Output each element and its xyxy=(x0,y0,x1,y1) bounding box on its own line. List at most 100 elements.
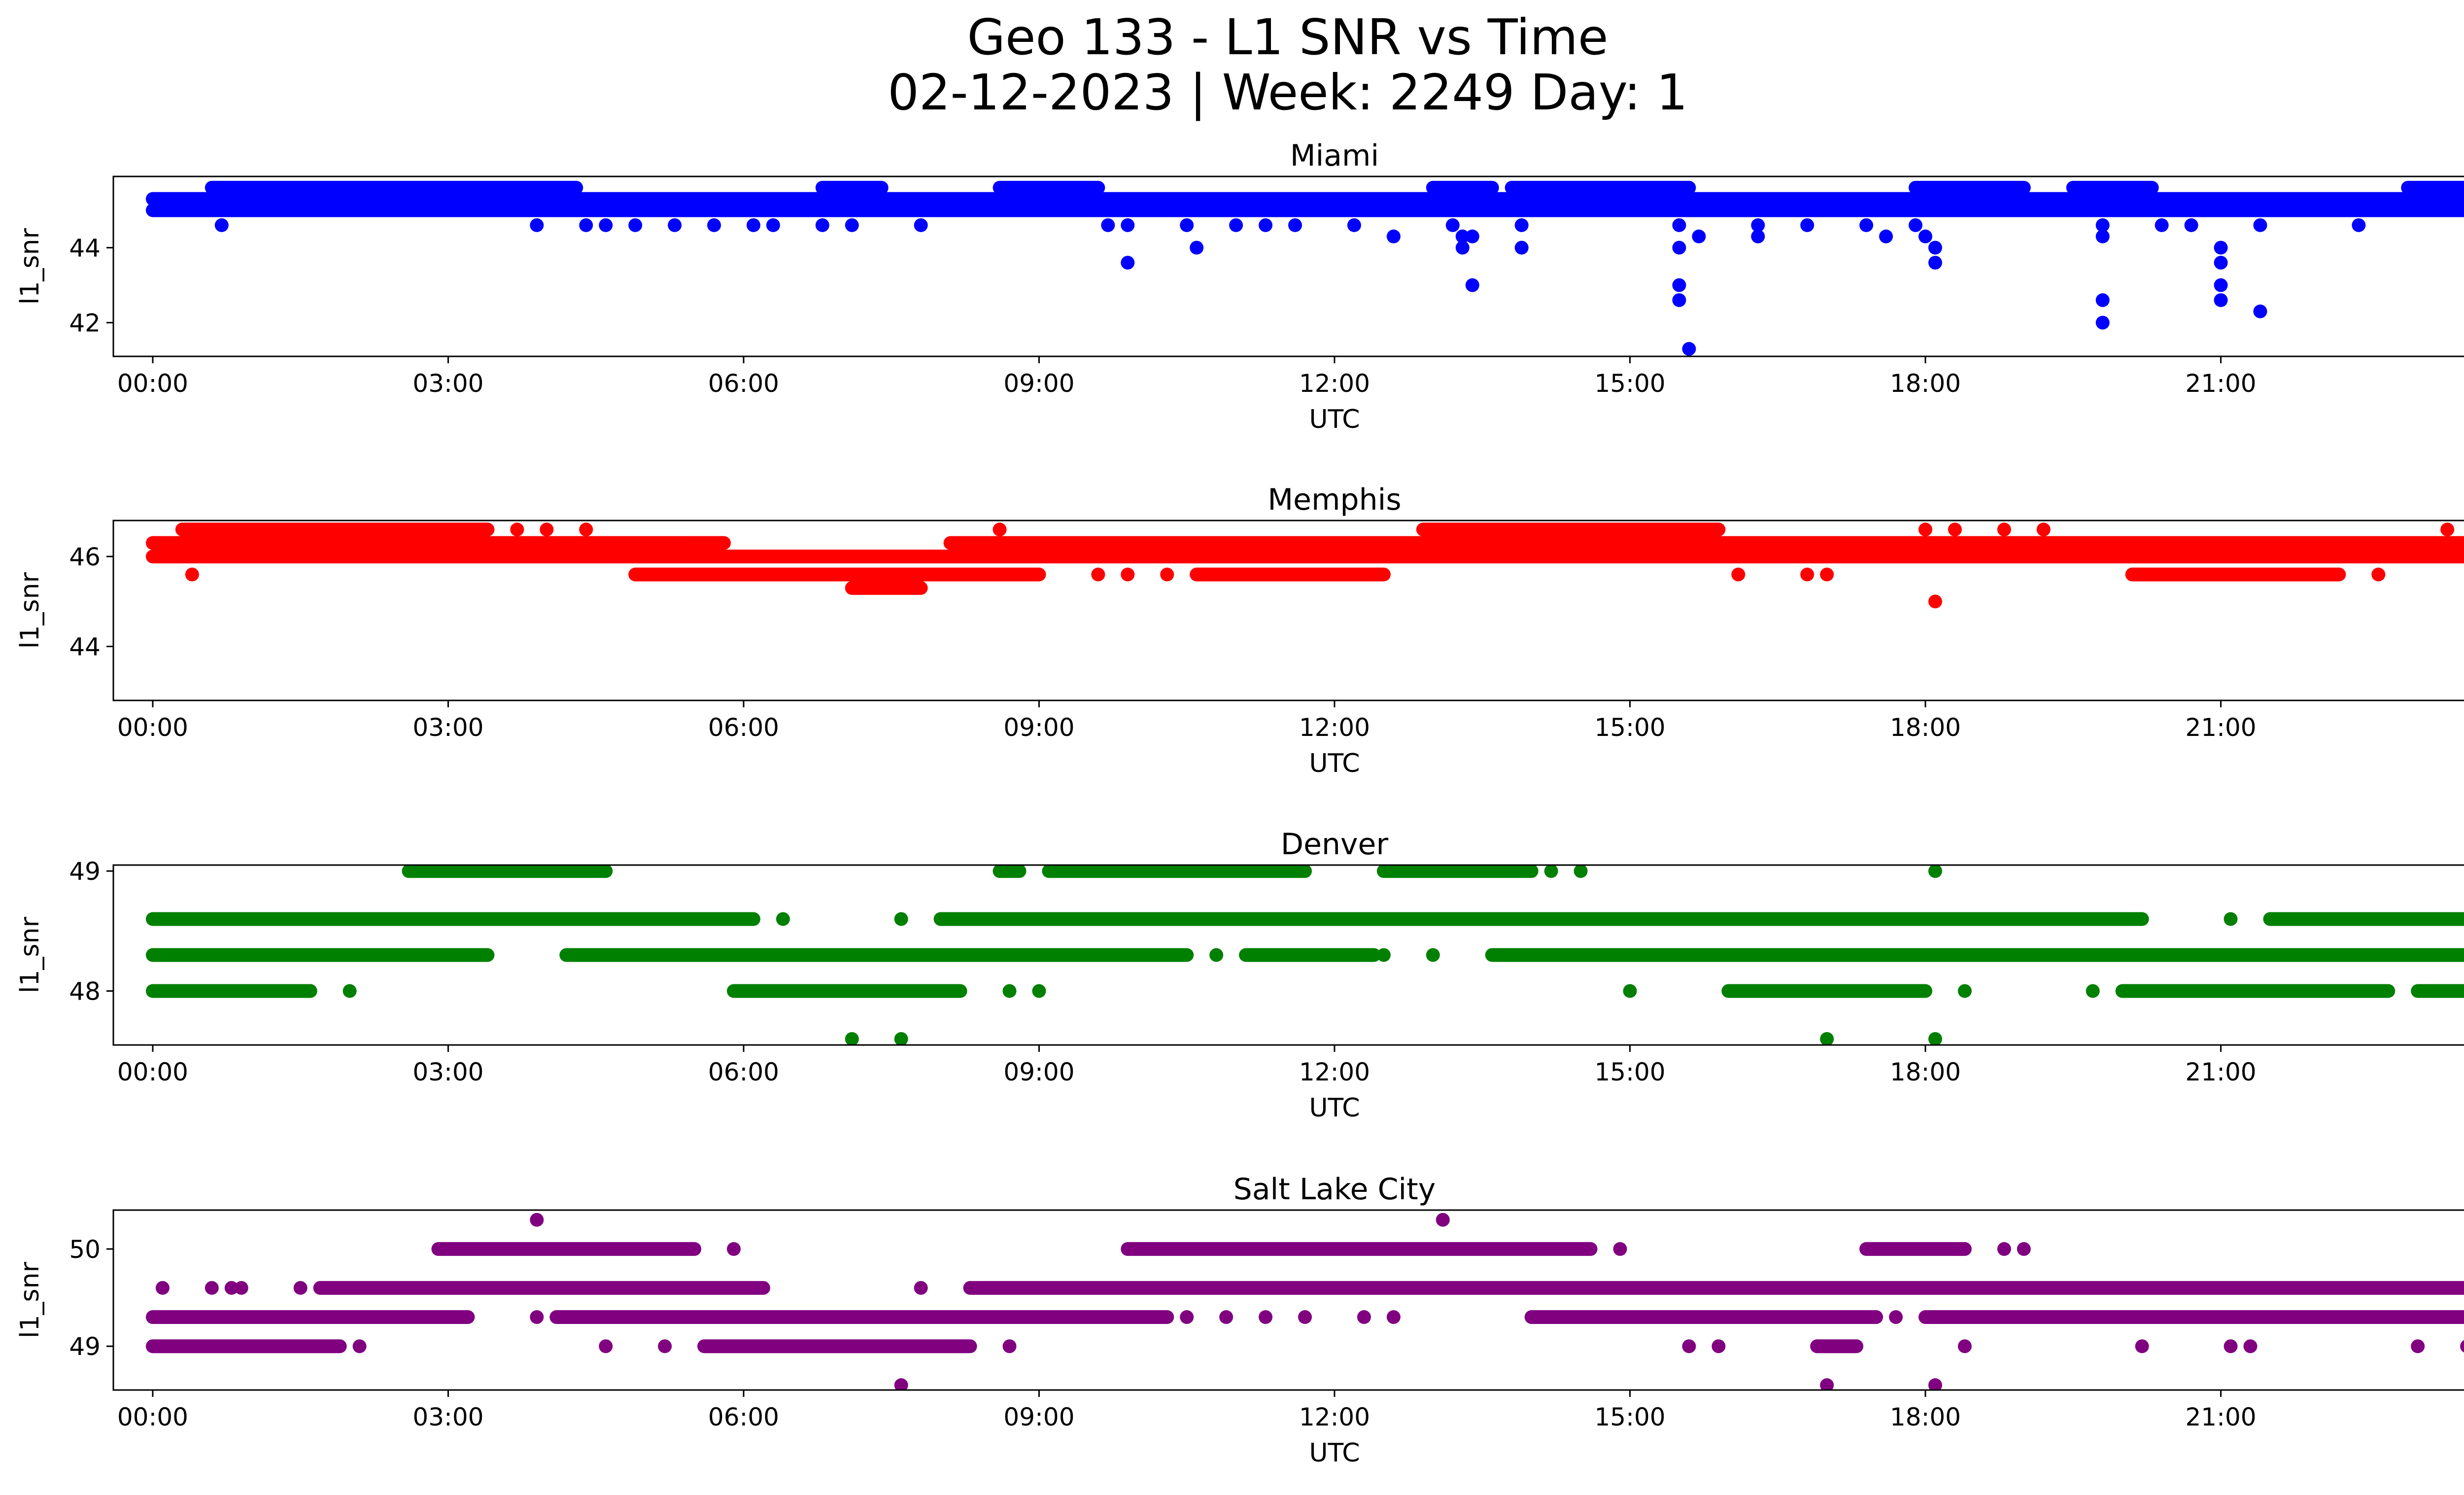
x-tick-label-miami-2: 06:00 xyxy=(708,369,779,398)
data-point-memphis-6 xyxy=(1121,567,1135,582)
subplot-denver: Denver 00:00 03:00 06:00 09:00 12:00 15:00 18:0… xyxy=(15,827,2464,1123)
data-point-salt-lake-city-3 xyxy=(234,1281,248,1295)
data-point-salt-lake-city-34 xyxy=(2460,1340,2464,1353)
data-point-miami-8 xyxy=(707,218,721,232)
subplots-container: Miami 00:00 03:00 06:00 09:00 12:00 15:00 18:00… xyxy=(15,139,2464,1468)
x-axis-label-miami: UTC xyxy=(1309,405,1360,434)
x-tick-label-salt-lake-city-2: 06:00 xyxy=(708,1403,779,1431)
data-point-miami-13 xyxy=(914,218,928,232)
data-point-miami-26 xyxy=(1455,241,1470,255)
data-point-denver-2 xyxy=(776,912,790,926)
data-point-miami-52 xyxy=(2214,241,2228,255)
x-tick-label-salt-lake-city-3: 09:00 xyxy=(1003,1403,1074,1431)
data-point-memphis-5 xyxy=(1091,567,1105,582)
data-point-miami-37 xyxy=(1751,218,1765,232)
data-point-memphis-2 xyxy=(540,522,554,537)
data-point-denver-9 xyxy=(1376,948,1391,962)
data-point-salt-lake-city-14 xyxy=(1180,1310,1194,1324)
series-points-denver xyxy=(145,865,2464,1045)
x-tick-label-salt-lake-city-4: 12:00 xyxy=(1299,1403,1370,1431)
data-point-miami-30 xyxy=(1514,241,1529,255)
figure-title-line1: Geo 133 - L1 SNR vs Time xyxy=(967,8,1608,66)
x-tick-label-denver-0: 00:00 xyxy=(117,1058,188,1086)
data-point-salt-lake-city-27 xyxy=(1957,1339,1972,1354)
data-point-salt-lake-city-19 xyxy=(1386,1310,1401,1324)
subplot-memphis: Memphis 00:00 03:00 06:00 09:00 12:00 15:00 18:… xyxy=(15,483,2464,778)
data-point-salt-lake-city-28 xyxy=(1997,1242,2011,1256)
data-point-denver-7 xyxy=(1032,984,1046,998)
x-tick-label-salt-lake-city-0: 00:00 xyxy=(117,1403,188,1431)
subplot-title-salt-lake-city: Salt Lake City xyxy=(1233,1172,1436,1207)
data-point-miami-35 xyxy=(1682,342,1696,356)
data-point-miami-18 xyxy=(1190,241,1204,255)
subplot-title-denver: Denver xyxy=(1281,827,1389,862)
x-tick-label-salt-lake-city-1: 03:00 xyxy=(412,1403,483,1431)
data-point-salt-lake-city-7 xyxy=(530,1310,544,1324)
data-point-miami-53 xyxy=(2214,255,2228,270)
x-tick-label-salt-lake-city-5: 15:00 xyxy=(1594,1403,1665,1431)
data-point-miami-54 xyxy=(2214,278,2228,292)
data-point-miami-42 xyxy=(1909,218,1923,232)
subplot-miami: Miami 00:00 03:00 06:00 09:00 12:00 15:00 18:00… xyxy=(15,139,2464,434)
x-tick-label-miami-5: 15:00 xyxy=(1594,369,1665,398)
data-point-miami-27 xyxy=(1465,229,1479,243)
data-point-miami-49 xyxy=(2095,315,2110,330)
data-point-salt-lake-city-12 xyxy=(914,1281,928,1295)
data-point-salt-lake-city-21 xyxy=(1613,1242,1627,1256)
axes-frame-salt-lake-city xyxy=(112,1209,2464,1391)
x-tick-label-memphis-7: 21:00 xyxy=(2186,713,2257,742)
data-point-salt-lake-city-22 xyxy=(1682,1339,1696,1354)
data-point-miami-38 xyxy=(1751,229,1765,243)
x-tick-label-memphis-4: 12:00 xyxy=(1299,713,1370,742)
data-point-miami-12 xyxy=(845,218,859,232)
data-point-salt-lake-city-18 xyxy=(1357,1310,1371,1324)
x-tick-label-denver-7: 21:00 xyxy=(2186,1058,2257,1086)
data-point-memphis-17 xyxy=(2440,522,2455,537)
data-point-miami-33 xyxy=(1672,293,1686,307)
data-point-denver-13 xyxy=(1623,984,1637,998)
data-point-miami-11 xyxy=(815,218,829,232)
x-tick-label-salt-lake-city-7: 21:00 xyxy=(2186,1403,2257,1431)
data-point-salt-lake-city-32 xyxy=(2243,1339,2258,1354)
data-point-miami-17 xyxy=(1180,218,1194,232)
x-tick-label-denver-1: 03:00 xyxy=(412,1058,483,1086)
data-point-salt-lake-city-33 xyxy=(2411,1339,2425,1354)
data-point-miami-2 xyxy=(303,203,317,217)
data-point-salt-lake-city-1 xyxy=(205,1281,219,1295)
data-point-salt-lake-city-0 xyxy=(155,1281,170,1295)
data-point-salt-lake-city-2 xyxy=(224,1281,239,1295)
x-tick-label-miami-4: 12:00 xyxy=(1299,369,1370,398)
data-point-denver-5 xyxy=(894,1032,908,1045)
data-point-denver-0 xyxy=(303,984,317,998)
x-axis-label-salt-lake-city: UTC xyxy=(1309,1438,1360,1468)
x-tick-label-memphis-2: 06:00 xyxy=(708,713,779,742)
data-point-miami-20 xyxy=(1259,218,1273,232)
data-point-salt-lake-city-31 xyxy=(2224,1339,2238,1354)
data-point-salt-lake-city-13 xyxy=(1002,1339,1017,1354)
subplot-title-memphis: Memphis xyxy=(1267,483,1401,517)
data-point-miami-22 xyxy=(1347,218,1361,232)
data-point-memphis-3 xyxy=(579,522,593,537)
data-point-denver-19 xyxy=(2224,912,2238,926)
y-axis-label-miami: l1_snr xyxy=(15,228,45,305)
data-point-salt-lake-city-6 xyxy=(530,1213,544,1227)
data-point-miami-9 xyxy=(746,218,760,232)
data-point-salt-lake-city-17 xyxy=(1298,1310,1312,1324)
data-point-miami-44 xyxy=(1928,241,1943,255)
data-point-memphis-12 xyxy=(1928,594,1943,609)
data-point-denver-6 xyxy=(1002,984,1017,998)
data-point-miami-36 xyxy=(1692,229,1706,243)
y-tick-label-memphis-1: 46 xyxy=(69,543,101,571)
y-tick-label-salt-lake-city-1: 50 xyxy=(69,1235,101,1264)
data-point-denver-18 xyxy=(2086,984,2100,998)
data-point-memphis-11 xyxy=(1918,522,1933,537)
data-point-miami-10 xyxy=(766,218,780,232)
x-tick-label-memphis-1: 03:00 xyxy=(412,713,483,742)
series-points-memphis xyxy=(145,522,2464,609)
data-point-miami-31 xyxy=(1672,218,1686,232)
data-point-miami-14 xyxy=(1101,218,1115,232)
data-point-denver-1 xyxy=(342,984,357,998)
data-point-miami-29 xyxy=(1514,218,1529,232)
data-point-salt-lake-city-8 xyxy=(599,1339,613,1354)
